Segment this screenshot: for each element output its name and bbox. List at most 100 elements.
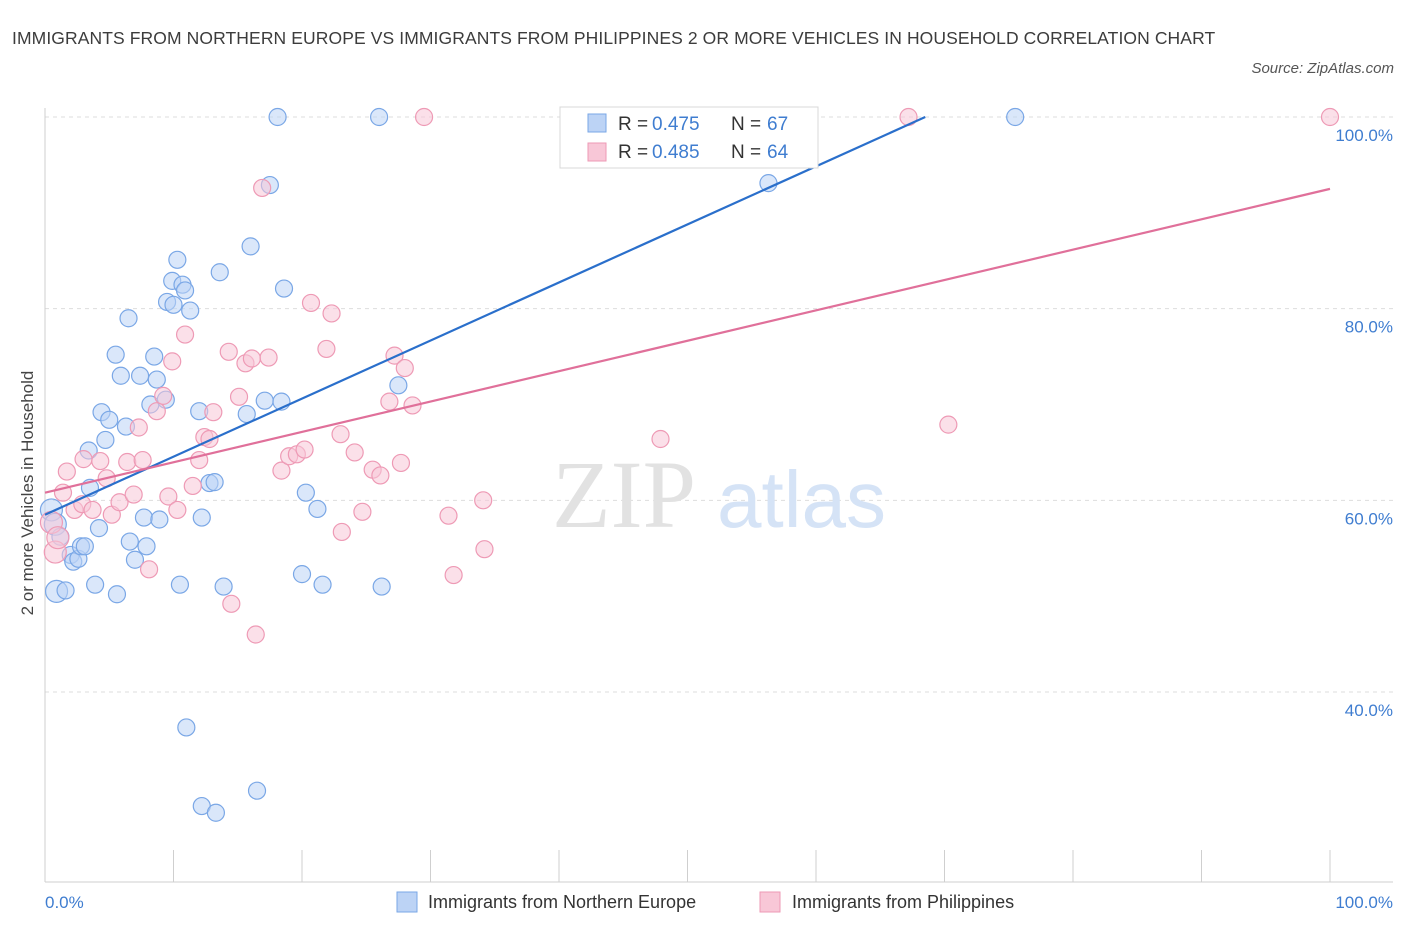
point-northern-europe-4 xyxy=(56,581,75,600)
x-tick-label-max: 100.0% xyxy=(1335,893,1393,912)
point-northern-europe-21 xyxy=(119,309,138,328)
point-northern-europe-66 xyxy=(247,781,267,800)
point-philippines-57 xyxy=(444,565,463,585)
r-label-2: R = xyxy=(618,142,653,163)
legend-swatch-philippines xyxy=(759,891,781,913)
point-northern-europe-18 xyxy=(107,585,127,604)
point-philippines-49 xyxy=(371,466,390,485)
point-philippines-9 xyxy=(91,451,110,471)
y-tick-labels: 40.0% 60.0% 80.0% 100.0% xyxy=(1335,126,1393,720)
point-northern-europe-23 xyxy=(125,550,145,569)
trend-lines xyxy=(44,115,1331,516)
point-philippines-23 xyxy=(175,325,195,344)
point-philippines-43 xyxy=(322,304,341,323)
point-philippines-31 xyxy=(229,387,249,406)
point-northern-europe-47 xyxy=(241,237,260,256)
point-philippines-41 xyxy=(301,293,321,313)
y-tick-label-100: 100.0% xyxy=(1335,126,1393,145)
point-philippines-30 xyxy=(222,594,241,613)
point-philippines-24 xyxy=(183,476,202,496)
trend-line-philippines xyxy=(44,187,1331,494)
point-northern-europe-22 xyxy=(120,532,139,551)
point-philippines-40 xyxy=(295,440,314,459)
y-tick-label-40: 40.0% xyxy=(1345,701,1393,720)
series-philippines-points xyxy=(39,107,1340,644)
watermark-zip: ZIP xyxy=(552,441,696,548)
point-northern-europe-24 xyxy=(130,366,150,385)
point-philippines-22 xyxy=(168,500,187,520)
point-philippines-47 xyxy=(353,502,372,521)
point-northern-europe-58 xyxy=(372,577,391,596)
point-northern-europe-17 xyxy=(106,345,125,364)
point-northern-europe-15 xyxy=(96,430,115,450)
point-philippines-34 xyxy=(246,625,265,644)
r-value-1: 0.475 xyxy=(652,114,700,135)
point-northern-europe-44 xyxy=(210,263,229,282)
svg-text:R = 0.475 N =: R = 0.475 N = 67 xyxy=(618,114,788,135)
point-philippines-55 xyxy=(414,107,434,127)
point-northern-europe-35 xyxy=(168,250,187,269)
point-northern-europe-30 xyxy=(150,510,169,529)
point-northern-europe-29 xyxy=(147,370,166,389)
point-northern-europe-9 xyxy=(75,537,94,556)
point-philippines-15 xyxy=(129,418,148,437)
point-philippines-52 xyxy=(391,453,411,473)
point-northern-europe-52 xyxy=(274,279,294,298)
point-northern-europe-45 xyxy=(214,577,233,596)
point-northern-europe-61 xyxy=(759,174,778,193)
point-philippines-13 xyxy=(118,452,137,472)
point-philippines-44 xyxy=(331,425,350,444)
point-northern-europe-36 xyxy=(170,575,190,594)
point-northern-europe-41 xyxy=(192,508,211,527)
point-philippines-63 xyxy=(1320,107,1340,127)
point-philippines-7 xyxy=(74,450,93,469)
point-philippines-29 xyxy=(219,342,238,361)
point-philippines-2 xyxy=(46,526,70,550)
point-philippines-33 xyxy=(242,349,261,368)
legend-label-northern-europe: Immigrants from Northern Europe xyxy=(428,892,696,912)
point-northern-europe-63 xyxy=(177,718,196,737)
stats-legend: R = 0.475 N = 67 R = 0.485 N = 64 xyxy=(559,106,819,169)
chart-title: IMMIGRANTS FROM NORTHERN EUROPE VS IMMIG… xyxy=(12,28,1216,48)
n-value-2: 64 xyxy=(767,142,789,163)
series-legend: Immigrants from Northern Europe Immigran… xyxy=(396,891,1014,913)
point-northern-europe-50 xyxy=(268,107,287,127)
gridlines xyxy=(45,116,1393,693)
point-northern-europe-55 xyxy=(308,499,327,519)
point-philippines-53 xyxy=(395,358,414,378)
series-northern-europe-points xyxy=(39,107,1025,822)
point-northern-europe-53 xyxy=(292,565,312,584)
point-northern-europe-54 xyxy=(296,483,315,502)
n-value-1: 67 xyxy=(767,114,788,135)
point-philippines-60 xyxy=(651,429,670,449)
y-tick-label-80: 80.0% xyxy=(1345,318,1393,337)
legend-swatch-northern-europe xyxy=(396,891,418,913)
axes xyxy=(44,108,1393,883)
point-philippines-8 xyxy=(83,500,102,520)
x-tick-label-min: 0.0% xyxy=(45,893,84,912)
point-philippines-56 xyxy=(439,506,458,525)
r-value-2: 0.485 xyxy=(652,142,700,163)
y-axis-label: 2 or more Vehicles in Household xyxy=(18,371,37,616)
point-northern-europe-19 xyxy=(111,366,130,385)
point-philippines-50 xyxy=(380,392,399,411)
point-northern-europe-13 xyxy=(89,519,109,538)
point-northern-europe-12 xyxy=(86,575,105,594)
point-northern-europe-34 xyxy=(164,295,183,314)
point-northern-europe-39 xyxy=(181,301,200,320)
point-philippines-16 xyxy=(133,450,152,470)
point-philippines-35 xyxy=(253,178,272,198)
n-label-1: N = xyxy=(731,114,766,135)
point-philippines-46 xyxy=(345,443,364,462)
point-philippines-19 xyxy=(154,386,173,405)
point-northern-europe-62 xyxy=(1006,107,1025,127)
point-philippines-4 xyxy=(57,462,76,481)
point-philippines-27 xyxy=(200,429,219,449)
point-northern-europe-28 xyxy=(145,347,164,366)
trend-line-northern-europe xyxy=(44,115,926,516)
watermark-atlas: atlas xyxy=(717,455,886,544)
point-philippines-42 xyxy=(317,339,336,359)
point-northern-europe-26 xyxy=(137,537,156,556)
point-northern-europe-48 xyxy=(255,391,274,410)
point-philippines-28 xyxy=(204,403,223,422)
